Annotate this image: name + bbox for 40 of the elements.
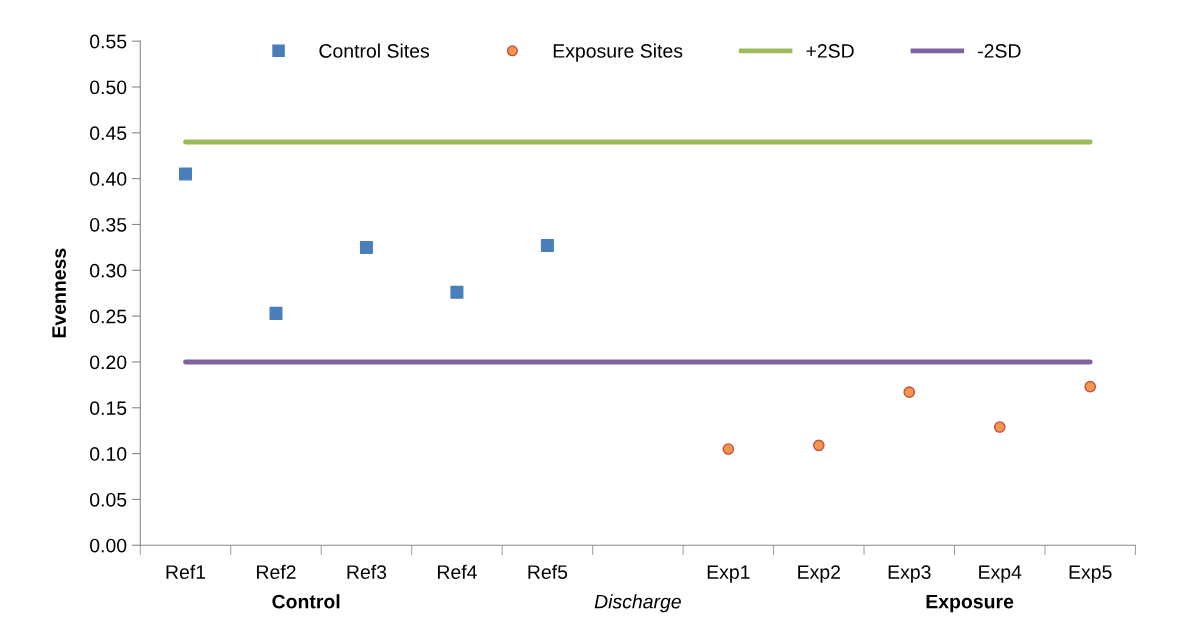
point <box>1084 380 1097 393</box>
x-tick-label: Ref1 <box>166 564 206 579</box>
point <box>450 285 464 299</box>
point <box>722 443 735 455</box>
x-tick-label: Exp4 <box>979 565 1022 583</box>
y-tick-label: 0.40 <box>90 172 127 186</box>
point <box>269 306 283 320</box>
y-tick-label: 0.25 <box>90 309 127 324</box>
x-tick-label: Ref2 <box>257 564 296 579</box>
x-tick-label: Exp2 <box>798 565 840 583</box>
y-axis-title: Evenness <box>52 248 66 338</box>
x-tick-label: Ref5 <box>528 564 568 579</box>
y-tick-label: 0.35 <box>90 217 127 232</box>
point <box>993 421 1006 433</box>
y-tick-label: 0.55 <box>90 34 127 49</box>
point <box>179 167 193 181</box>
point <box>812 439 825 452</box>
x-tick-label: Exp3 <box>888 565 931 583</box>
point <box>540 239 554 253</box>
y-tick-label: 0.15 <box>90 401 127 416</box>
text: Discharge <box>594 594 681 613</box>
legend-label: -2SD <box>978 44 1021 58</box>
y-tick-label: 0.00 <box>90 538 127 553</box>
legend-label: Control Sites <box>319 43 430 58</box>
x-tick-label: Ref4 <box>437 564 477 579</box>
point <box>359 240 373 254</box>
y-tick-label: 0.20 <box>90 355 127 370</box>
y-tick-label: 0.05 <box>90 492 127 507</box>
point <box>903 386 916 399</box>
y-tick-label: 0.45 <box>90 126 127 141</box>
x-tick-label: Exp5 <box>1069 565 1112 583</box>
x-tick-label: Ref3 <box>347 564 387 579</box>
text: Exposure <box>926 594 1014 613</box>
x-tick-label: Exp1 <box>707 565 750 583</box>
text: Control <box>272 594 340 609</box>
legend-label: +2SD <box>806 44 854 58</box>
y-tick-label: 0.30 <box>90 263 127 278</box>
y-tick-label: 0.50 <box>90 80 127 95</box>
y-tick-label: 0.10 <box>90 447 127 461</box>
legend-label: Exposure Sites <box>553 43 683 62</box>
